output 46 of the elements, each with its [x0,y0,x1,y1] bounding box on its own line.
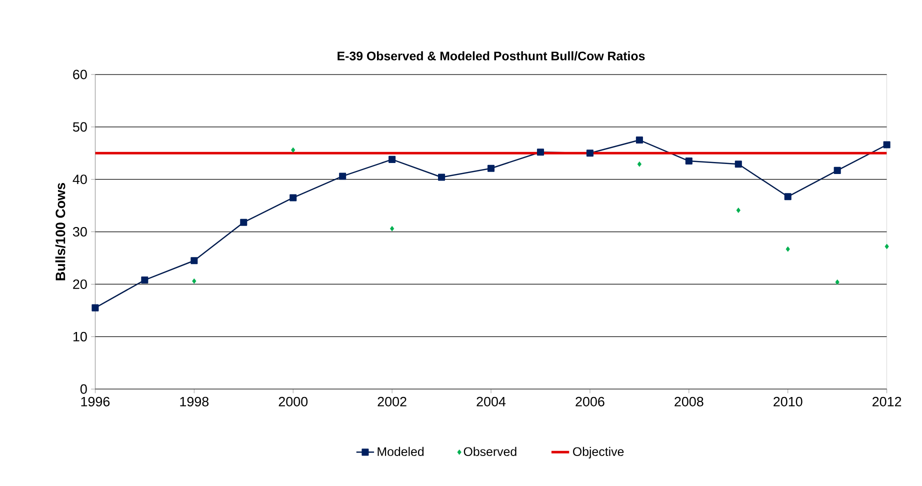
point [834,166,841,174]
point [883,141,890,148]
point [786,246,790,252]
point [291,147,296,153]
x-tick-label: 2004 [476,396,506,406]
point [390,226,394,232]
x-tick-label: 1998 [180,396,209,406]
point [388,156,396,163]
point [734,160,742,168]
y-tick-label: 0 [80,384,87,394]
x-tick-label: 2010 [774,396,802,406]
point [536,148,544,156]
point [784,192,792,200]
y-tick-label: 20 [73,279,87,289]
y-tick-label: 50 [72,122,87,132]
point [487,164,495,172]
legend-label: Objective [573,446,624,458]
point [240,218,248,226]
x-tick-label: 2000 [278,396,308,406]
point [884,244,889,249]
point [192,278,196,284]
point [835,279,840,285]
y-tick-label: 40 [72,174,87,184]
x-tick-label: 2008 [674,396,704,406]
point [685,157,692,164]
point [92,304,99,312]
point [637,161,642,167]
y-tick-label: 10 [73,332,87,342]
legend-label: Modeled [378,446,424,456]
x-tick-label: 2006 [576,396,604,406]
point [636,136,643,144]
y-axis-title: Bulls/100 Cows [55,182,66,280]
point [339,172,346,180]
legend-label: Observed [464,446,516,456]
y-tick-label: 60 [73,70,87,80]
point [290,194,297,202]
point [141,276,148,284]
x-tick-label: 2012 [872,396,902,406]
point [438,174,446,181]
y-tick-label: 30 [72,226,87,236]
point [736,207,740,213]
chart-title: E-39 Observed & Modeled Posthunt Bull/Cow Ratios [338,51,645,60]
x-tick-label: 1996 [81,396,110,406]
point [190,256,198,264]
x-tick-label: 2002 [378,396,406,406]
point [586,149,594,156]
